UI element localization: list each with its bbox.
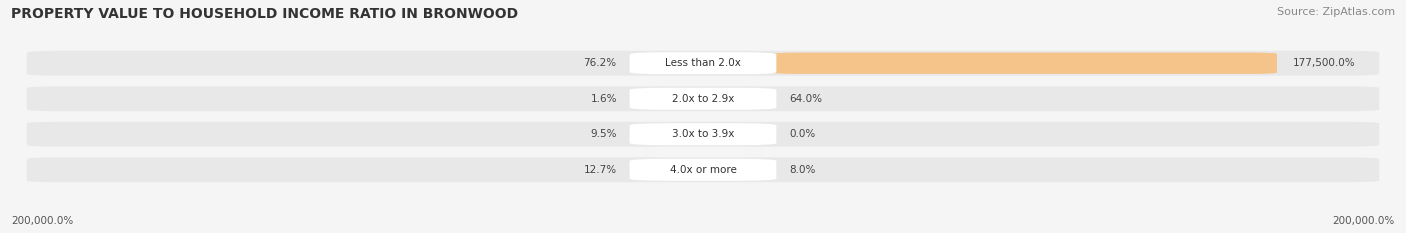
FancyBboxPatch shape	[27, 157, 1379, 182]
FancyBboxPatch shape	[630, 123, 776, 145]
Text: 1.6%: 1.6%	[591, 94, 617, 104]
FancyBboxPatch shape	[27, 122, 1379, 147]
Text: 2.0x to 2.9x: 2.0x to 2.9x	[672, 94, 734, 104]
Text: 200,000.0%: 200,000.0%	[1333, 216, 1395, 226]
Text: 9.5%: 9.5%	[591, 129, 617, 139]
Text: 76.2%: 76.2%	[583, 58, 617, 68]
Text: PROPERTY VALUE TO HOUSEHOLD INCOME RATIO IN BRONWOOD: PROPERTY VALUE TO HOUSEHOLD INCOME RATIO…	[11, 7, 519, 21]
Text: 0.0%: 0.0%	[789, 129, 815, 139]
Text: 177,500.0%: 177,500.0%	[1294, 58, 1355, 68]
Text: Source: ZipAtlas.com: Source: ZipAtlas.com	[1277, 7, 1395, 17]
Text: Less than 2.0x: Less than 2.0x	[665, 58, 741, 68]
Text: 12.7%: 12.7%	[583, 165, 617, 175]
FancyBboxPatch shape	[630, 52, 776, 74]
FancyBboxPatch shape	[27, 51, 1379, 76]
Text: 4.0x or more: 4.0x or more	[669, 165, 737, 175]
FancyBboxPatch shape	[630, 159, 776, 181]
FancyBboxPatch shape	[630, 88, 776, 110]
Text: 64.0%: 64.0%	[789, 94, 823, 104]
Text: 3.0x to 3.9x: 3.0x to 3.9x	[672, 129, 734, 139]
Text: 8.0%: 8.0%	[789, 165, 815, 175]
FancyBboxPatch shape	[27, 86, 1379, 111]
FancyBboxPatch shape	[773, 53, 1277, 74]
Text: 200,000.0%: 200,000.0%	[11, 216, 73, 226]
